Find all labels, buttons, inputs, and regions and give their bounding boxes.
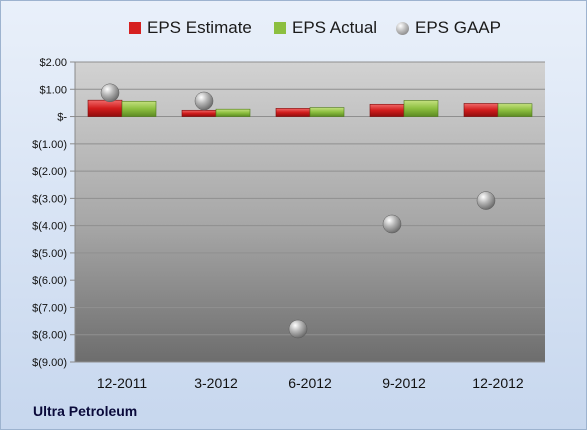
eps-actual-bar xyxy=(121,100,157,117)
y-tick-label: $(9.00) xyxy=(32,357,67,369)
legend-label-gaap: EPS GAAP xyxy=(415,18,501,37)
x-tick-label: 9-2012 xyxy=(382,375,426,391)
legend: EPS Estimate EPS Actual EPS GAAP xyxy=(1,18,587,42)
legend-item-eps-gaap: EPS GAAP xyxy=(396,18,501,38)
eps-actual-bar xyxy=(215,108,251,117)
y-tick-label: $2.00 xyxy=(39,57,67,69)
legend-marker-gaap xyxy=(396,21,409,35)
x-tick-label: 6-2012 xyxy=(288,375,332,391)
gaap-markers xyxy=(100,83,496,339)
eps-actual-bar xyxy=(497,103,533,117)
y-tick-label: $- xyxy=(57,112,67,124)
y-tick-label: $(4.00) xyxy=(32,221,67,233)
eps-actual-bar xyxy=(403,100,439,117)
legend-swatch-estimate xyxy=(129,22,141,34)
eps-estimate-bar xyxy=(87,99,123,117)
y-axis-ticks: $2.00 $1.00 $- $(1.00) $(2.00) $(3.00) $(4.00)… xyxy=(32,57,75,369)
eps-gaap-marker xyxy=(476,191,496,210)
legend-label-estimate: EPS Estimate xyxy=(147,18,252,37)
eps-gaap-marker xyxy=(288,319,308,339)
y-tick-label: $(3.00) xyxy=(32,193,67,205)
legend-item-eps-estimate: EPS Estimate xyxy=(129,18,252,38)
company-name: Ultra Petroleum xyxy=(33,403,138,419)
x-tick-label: 12-2012 xyxy=(472,375,524,391)
legend-swatch-actual xyxy=(274,22,286,34)
eps-estimate-bar xyxy=(275,108,311,117)
eps-gaap-marker xyxy=(382,214,402,234)
legend-label-actual: EPS Actual xyxy=(292,18,378,37)
gridlines xyxy=(75,61,545,363)
bars xyxy=(87,99,533,117)
y-tick-label: $(6.00) xyxy=(32,275,67,287)
eps-gaap-marker xyxy=(194,91,214,111)
y-tick-label: $(2.00) xyxy=(32,166,67,178)
y-tick-label: $(8.00) xyxy=(32,330,67,342)
eps-estimate-bar xyxy=(369,103,405,117)
y-tick-label: $(1.00) xyxy=(32,139,67,151)
y-tick-label: $(5.00) xyxy=(32,248,67,260)
x-axis-ticks: 12-2011 3-2012 6-2012 9-2012 12-2012 xyxy=(97,375,524,391)
eps-gaap-marker xyxy=(100,83,120,103)
y-tick-label: $1.00 xyxy=(39,84,67,96)
eps-estimate-bar xyxy=(181,109,217,117)
eps-actual-bar xyxy=(309,107,345,117)
y-tick-label: $(7.00) xyxy=(32,302,67,314)
eps-estimate-bar xyxy=(463,103,499,117)
x-tick-label: 3-2012 xyxy=(194,375,238,391)
legend-item-eps-actual: EPS Actual xyxy=(274,18,377,38)
x-tick-label: 12-2011 xyxy=(97,375,148,391)
